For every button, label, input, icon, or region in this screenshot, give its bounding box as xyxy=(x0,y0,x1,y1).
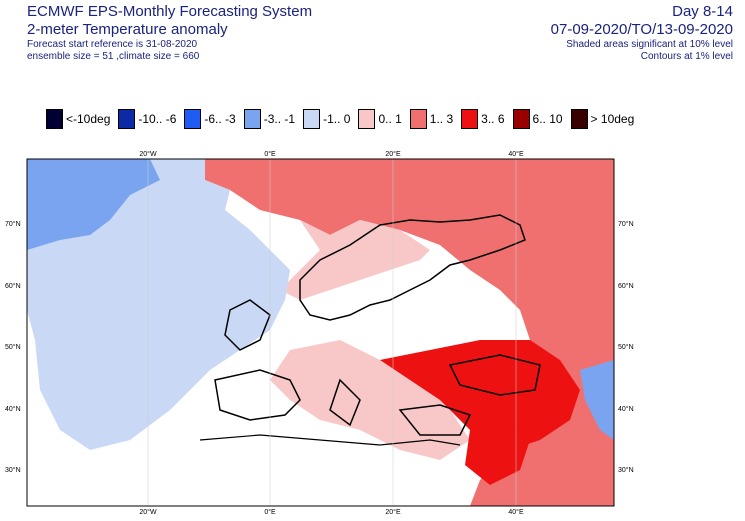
lon-label: 20°E xyxy=(385,508,401,516)
lat-label: 70°N xyxy=(618,220,634,228)
coastline xyxy=(214,369,301,421)
legend-label: 1.. 3 xyxy=(429,112,454,126)
legend-swatch xyxy=(243,109,261,129)
anomaly-region-strong-warm xyxy=(380,340,580,450)
legend-swatch xyxy=(570,109,588,129)
coastline xyxy=(398,404,472,436)
contour-note: Contours at 1% level xyxy=(640,51,733,62)
anomaly-region-mod-cool xyxy=(580,360,614,440)
legend-item: -3.. -1 xyxy=(243,109,296,129)
lat-label: 50°N xyxy=(5,343,21,351)
forecast-reference: Forecast start reference is 31-08-2020 xyxy=(27,39,198,50)
lat-label: 30°N xyxy=(618,466,634,474)
legend-label: 3.. 6 xyxy=(481,112,505,126)
legend-item: -6.. -3 xyxy=(184,109,236,129)
anomaly-map: 20°W 0°E 20°E 40°E 20°W 0°E 20°E 40°E 70… xyxy=(5,150,634,516)
legend-label: > 10deg xyxy=(590,112,635,126)
lon-label: 40°E xyxy=(508,508,524,516)
coastline xyxy=(448,354,541,396)
coastline xyxy=(329,378,361,427)
anomaly-region-strong-warm xyxy=(465,425,530,485)
lon-label: 20°E xyxy=(385,150,401,158)
lat-label: 60°N xyxy=(618,282,634,290)
coastline xyxy=(224,299,271,351)
lon-label: 40°E xyxy=(508,150,524,158)
legend-label: 0.. 1 xyxy=(378,112,402,126)
color-legend: <-10deg -10.. -6 -6.. -3 -3.. -1 -1.. 0 … xyxy=(46,108,642,130)
coastline xyxy=(199,434,461,446)
day-range: Day 8-14 xyxy=(672,3,733,20)
legend-item: -1.. 0 xyxy=(303,109,350,129)
header-right: Day 8-14 07-09-2020/TO/13-09-2020 Shaded… xyxy=(551,3,733,63)
anomaly-region-slight-warm xyxy=(280,220,430,300)
chart-subtitle: 2-meter Temperature anomaly xyxy=(27,21,228,38)
legend-swatch xyxy=(409,109,427,129)
legend-label: -6.. -3 xyxy=(204,112,236,126)
lat-label: 70°N xyxy=(5,220,21,228)
lon-label: 0°E xyxy=(264,150,276,158)
lat-label: 30°N xyxy=(5,466,21,474)
lat-label: 40°N xyxy=(5,405,21,413)
legend-item: 1.. 3 xyxy=(409,109,454,129)
legend-swatch xyxy=(46,109,63,129)
lon-label: 0°E xyxy=(264,508,276,516)
legend-label: <-10deg xyxy=(66,112,111,126)
legend-swatch xyxy=(118,109,136,129)
lat-label: 40°N xyxy=(618,405,634,413)
legend-label: -10.. -6 xyxy=(138,112,177,126)
legend-label: -1.. 0 xyxy=(323,112,351,126)
lat-label: 60°N xyxy=(5,282,21,290)
legend-item: -10.. -6 xyxy=(118,109,176,129)
anomaly-region-slight-warm xyxy=(270,340,470,460)
legend-item: 6.. 10 xyxy=(512,109,563,129)
legend-swatch xyxy=(358,109,376,129)
legend-item: 3.. 6 xyxy=(461,109,505,129)
legend-item: > 10deg xyxy=(570,109,635,129)
legend-label: 6.. 10 xyxy=(532,112,563,126)
header-left: ECMWF EPS-Monthly Forecasting System 2-m… xyxy=(27,3,312,63)
legend-label: -3.. -1 xyxy=(263,112,296,126)
map-area: 20°W 0°E 20°E 40°E 20°W 0°E 20°E 40°E 70… xyxy=(0,140,745,516)
ensemble-info: ensemble size = 51 ,climate size = 660 xyxy=(27,51,200,62)
date-range: 07-09-2020/TO/13-09-2020 xyxy=(550,21,733,38)
coastline xyxy=(299,214,526,321)
lon-label: 20°W xyxy=(139,150,157,158)
legend-item: 0.. 1 xyxy=(358,109,402,129)
legend-swatch xyxy=(184,109,202,129)
map-frame xyxy=(26,158,615,507)
chart-title: ECMWF EPS-Monthly Forecasting System xyxy=(27,3,313,20)
lon-label: 20°W xyxy=(139,508,157,516)
legend-swatch xyxy=(461,109,479,129)
lat-label: 50°N xyxy=(618,343,634,351)
shaded-note: Shaded areas significant at 10% level xyxy=(566,39,733,50)
legend-swatch xyxy=(303,109,321,129)
anomaly-region-mod-cool xyxy=(27,159,160,250)
legend-item: <-10deg xyxy=(46,109,110,129)
legend-swatch xyxy=(512,109,530,129)
